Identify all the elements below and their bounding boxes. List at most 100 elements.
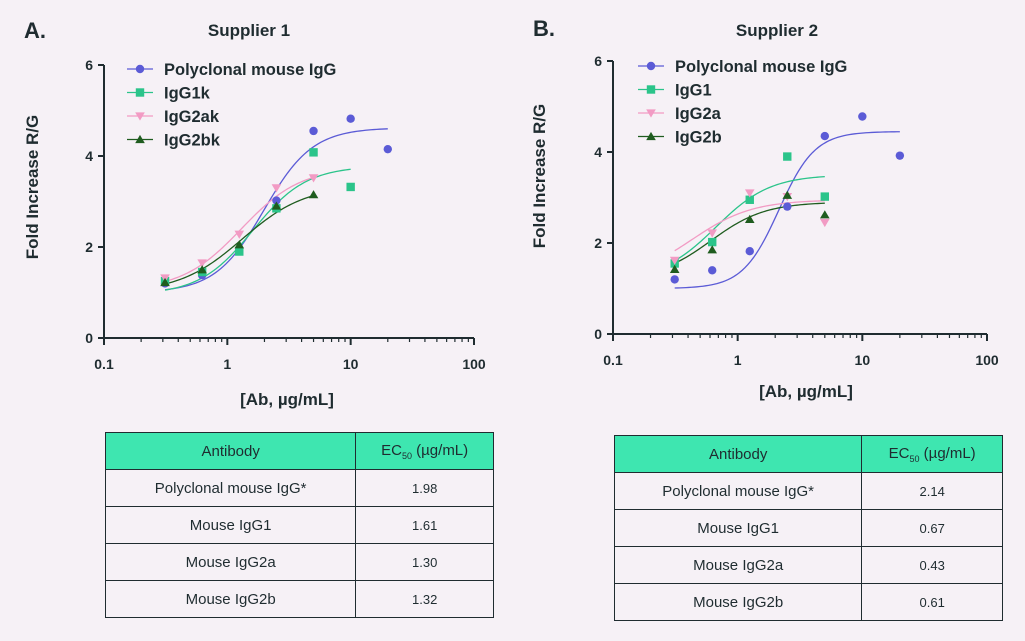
data-point [820, 131, 830, 141]
table-cell-antibody: Mouse IgG2b [613, 583, 863, 621]
table-cell-ec50: 0.67 [861, 509, 1003, 547]
x-tick-label: 100 [975, 352, 999, 368]
data-point [745, 195, 754, 204]
panel-a-letter: A. [24, 18, 46, 43]
data-point [708, 237, 717, 247]
table-header-ec50: EC50 (µg/mL) [355, 432, 494, 470]
y-tick-label: 4 [594, 144, 602, 160]
legend-label: IgG1 [675, 82, 712, 100]
data-point [308, 190, 319, 199]
data-point [745, 246, 754, 256]
data-point [160, 277, 170, 287]
ec50-table-supplier-1: Antibody EC50 (µg/mL) Polyclonal mouse I… [104, 432, 494, 618]
data-point [708, 266, 717, 275]
table-cell-antibody: Mouse IgG1 [613, 509, 863, 547]
data-point [783, 202, 792, 211]
data-point [782, 190, 793, 199]
x-tick-label: 10 [855, 352, 871, 368]
y-tick-label: 6 [85, 57, 93, 73]
panel-b-title: Supplier 2 [736, 21, 818, 40]
table-cell-antibody: Mouse IgG2a [613, 546, 863, 584]
table-cell-ec50: 1.32 [355, 580, 494, 618]
table-row: Mouse IgG1 0.67 [613, 509, 1003, 547]
table-header-row: Antibody EC50 (µg/mL) [104, 432, 494, 470]
legend-marker [646, 85, 656, 94]
table-row: Polyclonal mouse IgG* 2.14 [613, 472, 1003, 510]
table-row: Mouse IgG2a 1.30 [104, 543, 494, 581]
fit-curve-igg2a [674, 200, 825, 252]
legend-item: IgG2bk [127, 132, 221, 150]
legend-label: IgG2a [675, 105, 722, 123]
y-tick-label: 2 [594, 235, 602, 251]
data-point [234, 230, 245, 239]
panel-b-y-axis-label: Fold Increase R/G [530, 104, 549, 249]
table-cell-antibody: Polyclonal mouse IgG* [613, 472, 863, 510]
table-row: Mouse IgG1 1.61 [104, 506, 494, 544]
table-cell-ec50: 1.98 [355, 469, 494, 507]
legend-label: Polyclonal mouse IgG [675, 58, 847, 76]
data-point [197, 259, 207, 268]
legend-label: IgG2bk [164, 132, 221, 150]
ec50-table-supplier-2: Antibody EC50 (µg/mL) Polyclonal mouse I… [613, 435, 1003, 621]
data-point [271, 184, 282, 193]
panel-b-letter: B. [533, 16, 555, 41]
panel-a-y-axis-label: Fold Increase R/G [23, 115, 42, 260]
data-point [670, 275, 679, 284]
legend-item: IgG2ak [127, 108, 220, 126]
legend-marker [135, 134, 145, 144]
y-tick-label: 4 [85, 148, 93, 164]
data-point [744, 189, 755, 198]
y-tick-label: 6 [594, 53, 602, 69]
data-point [271, 201, 282, 210]
panel-a-x-axis-label: [Ab, µg/mL] [240, 390, 334, 409]
data-point [346, 114, 355, 123]
data-point [744, 214, 755, 223]
x-tick-label: 0.1 [603, 352, 623, 368]
table-cell-antibody: Mouse IgG2a [104, 543, 357, 581]
table-cell-ec50: 1.61 [355, 506, 494, 544]
legend-item: IgG2a [638, 105, 722, 123]
data-point [669, 256, 680, 265]
y-tick-label: 2 [85, 239, 93, 255]
data-point [820, 210, 830, 219]
legend-marker [135, 88, 145, 97]
legend-label: IgG1k [164, 85, 211, 103]
legend-marker [646, 109, 656, 118]
data-point [383, 144, 392, 154]
table-row: Mouse IgG2b 0.61 [613, 583, 1003, 621]
table-cell-antibody: Mouse IgG1 [104, 506, 357, 544]
data-point [197, 265, 207, 274]
y-tick-label: 0 [85, 330, 93, 346]
panel-b-x-axis-label: [Ab, µg/mL] [759, 382, 853, 401]
table-row: Mouse IgG2a 0.43 [613, 546, 1003, 584]
data-point [707, 229, 718, 238]
legend-item: Polyclonal mouse IgG [127, 61, 336, 79]
legend-label: IgG2ak [164, 108, 220, 126]
legend-label: Polyclonal mouse IgG [164, 61, 336, 79]
data-point [234, 240, 245, 249]
table-row: Polyclonal mouse IgG* 1.98 [104, 469, 494, 507]
table-header-antibody: Antibody [613, 435, 863, 473]
table-header-row: Antibody EC50 (µg/mL) [613, 435, 1003, 473]
x-tick-label: 0.1 [94, 356, 114, 372]
legend-item: Polyclonal mouse IgG [638, 58, 847, 76]
legend-item: IgG1 [638, 82, 712, 100]
table-cell-antibody: Polyclonal mouse IgG* [104, 469, 357, 507]
legend-item: IgG1k [127, 85, 211, 103]
table-cell-ec50: 1.30 [355, 543, 494, 581]
x-tick-label: 100 [462, 356, 486, 372]
legend-marker [135, 112, 145, 121]
data-point [820, 218, 830, 228]
data-point [669, 264, 680, 273]
data-point [783, 152, 792, 161]
fit-curve-igg2ak [164, 176, 314, 283]
table-cell-antibody: Mouse IgG2b [104, 580, 357, 618]
fit-curve-igg2bk [164, 195, 314, 285]
data-point [895, 151, 905, 160]
x-tick-label: 1 [734, 352, 742, 368]
data-point [309, 126, 318, 136]
panel-a: A. Supplier 1 Fold Increase R/G [Ab, µg/… [23, 18, 486, 409]
fit-curve-igg1k [164, 168, 351, 291]
table-cell-ec50: 2.14 [861, 472, 1003, 510]
